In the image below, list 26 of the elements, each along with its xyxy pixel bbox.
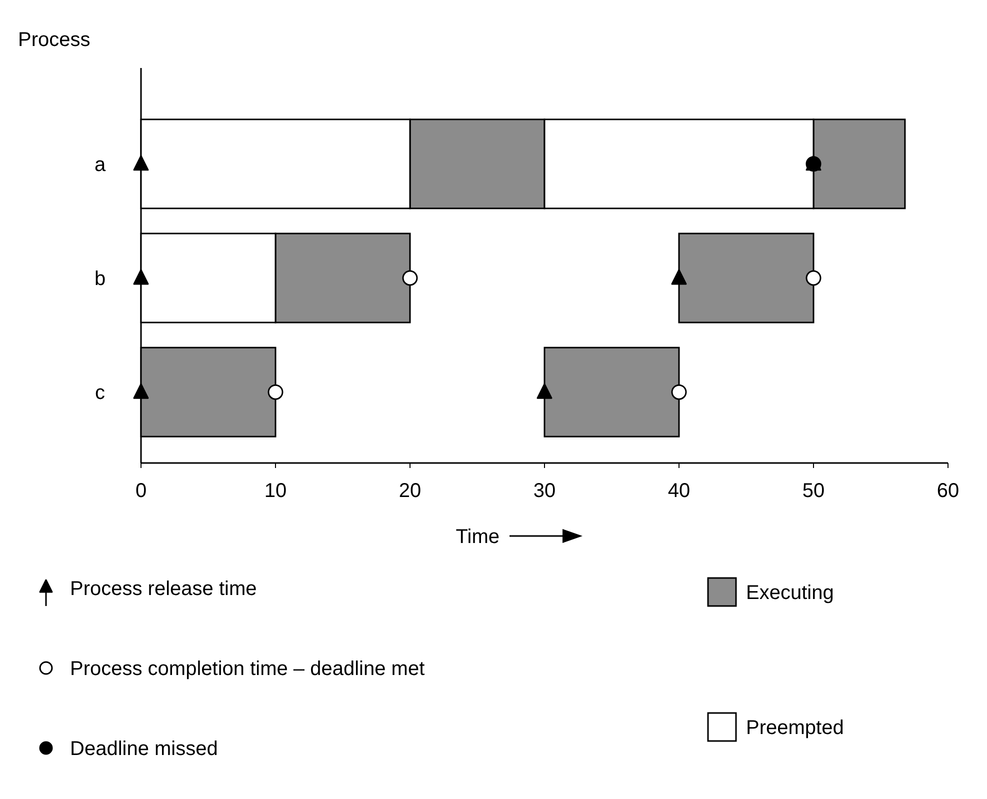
y-tick-label: a	[94, 154, 106, 176]
x-tick-label: 40	[668, 480, 690, 502]
point	[133, 269, 149, 285]
legend-label: Process release time	[70, 578, 257, 600]
point	[402, 270, 418, 286]
x-tick-label: 50	[802, 480, 825, 502]
x-tick-label: 20	[398, 480, 422, 502]
y-axis-title: Process	[18, 29, 90, 51]
legend-label: Deadline missed	[70, 738, 218, 760]
y-tick-label: c	[95, 382, 105, 404]
point	[806, 270, 822, 286]
legend-label: Executing	[746, 582, 834, 604]
point	[268, 384, 284, 400]
point	[133, 383, 149, 399]
legend-label: Preempted	[746, 717, 844, 739]
point	[133, 155, 149, 171]
x-tick-label: 10	[264, 480, 287, 502]
x-tick-label: 30	[533, 480, 556, 502]
y-tick-label: b	[94, 268, 106, 290]
point	[671, 384, 687, 400]
point	[671, 269, 687, 285]
x-tick-label: 60	[936, 480, 960, 502]
legend-label: Process completion time – deadline met	[70, 658, 426, 680]
x-axis-title: Time	[456, 526, 500, 548]
point	[536, 383, 552, 399]
x-tick-label: 0	[135, 480, 147, 502]
